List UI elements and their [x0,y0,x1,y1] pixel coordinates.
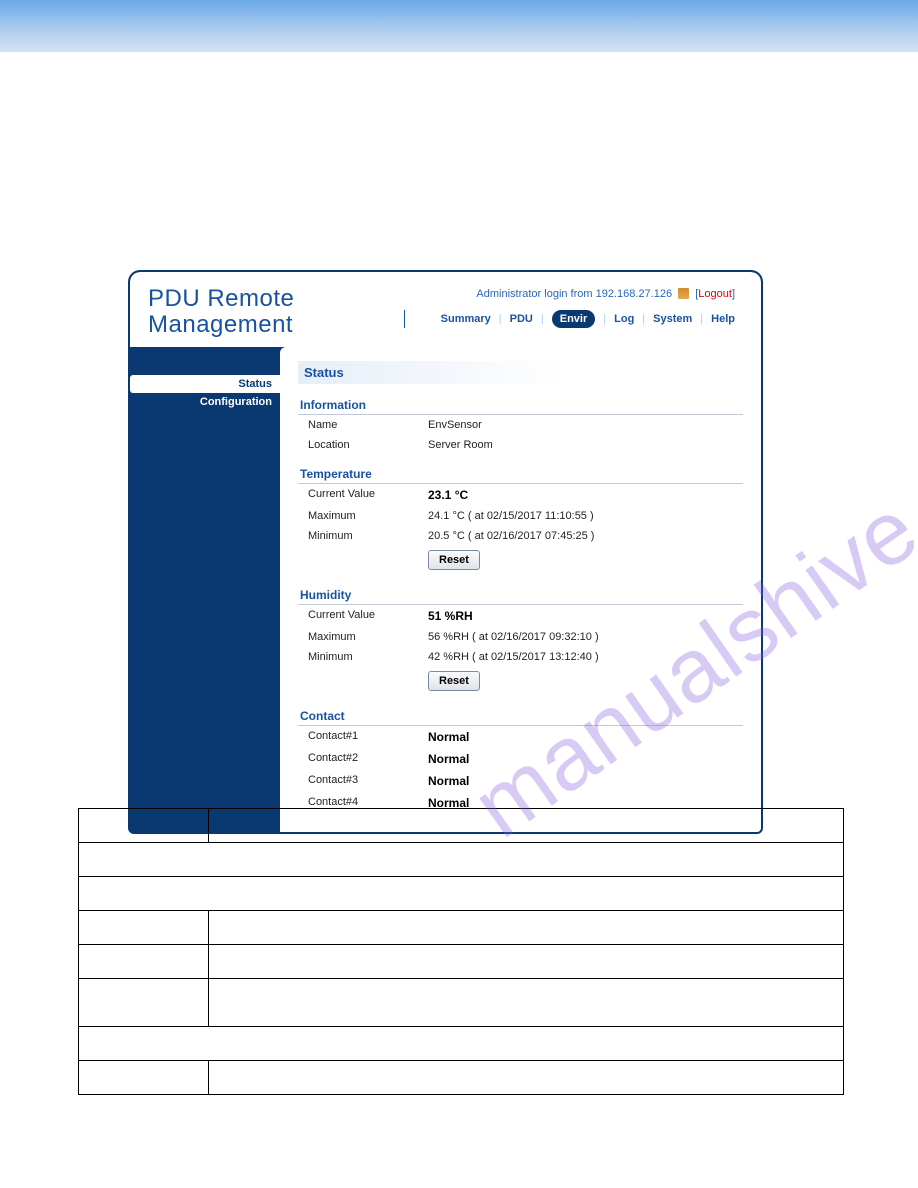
section-information: Information [298,390,743,415]
nav-sep: | [499,313,502,325]
top-nav: Summary | PDU | Envir | Log | System | H… [404,310,735,328]
body: Status Configuration Status Information … [130,347,761,832]
temp-reset-button[interactable]: Reset [428,550,480,570]
brand: PDU RemoteManagement [148,286,408,339]
label-contact-2: Contact#2 [308,752,428,766]
sidebar-configuration[interactable]: Configuration [130,393,280,411]
label-temp-max: Maximum [308,510,428,522]
nav-log[interactable]: Log [614,313,634,325]
row-contact-3: Contact#3 Normal [298,770,743,792]
row-hum-current: Current Value 51 %RH [298,605,743,627]
row-temp-max: Maximum 24.1 °C ( at 02/15/2017 11:10:55… [298,506,743,526]
row-temp-current: Current Value 23.1 °C [298,484,743,506]
sidebar-status[interactable]: Status [130,375,280,393]
nav-system[interactable]: System [653,313,692,325]
table-row [79,911,844,945]
label-contact-1: Contact#1 [308,730,428,744]
doc-table [78,808,844,1095]
value-hum-max: 56 %RH ( at 02/16/2017 09:32:10 ) [428,631,743,643]
nav-sep: | [541,313,544,325]
row-location: Location Server Room [298,435,743,455]
table-row [79,809,844,843]
table-row [79,843,844,877]
table-row [79,979,844,1027]
nav-sep: | [700,313,703,325]
label-temp-current: Current Value [308,488,428,502]
nav-sep: | [603,313,606,325]
value-name: EnvSensor [428,419,743,431]
home-icon [678,288,689,299]
nav-help[interactable]: Help [711,313,735,325]
value-location: Server Room [428,439,743,451]
temp-reset-row: Reset [298,546,743,576]
label-hum-max: Maximum [308,631,428,643]
header: PDU RemoteManagement Administrator login… [130,272,761,347]
row-hum-min: Minimum 42 %RH ( at 02/15/2017 13:12:40 … [298,647,743,667]
label-hum-current: Current Value [308,609,428,623]
top-banner [0,0,918,52]
value-contact-3: Normal [428,774,743,788]
logout-link[interactable]: Logout [698,288,732,300]
value-temp-max: 24.1 °C ( at 02/15/2017 11:10:55 ) [428,510,743,522]
login-line: Administrator login from 192.168.27.126 … [408,286,735,300]
nav-pdu[interactable]: PDU [510,313,533,325]
value-hum-current: 51 %RH [428,609,743,623]
nav-summary[interactable]: Summary [441,313,491,325]
value-temp-current: 23.1 °C [428,488,743,502]
login-ip: 192.168.27.126 [596,288,672,300]
section-humidity: Humidity [298,580,743,605]
brand-line2: Management [148,311,293,338]
content-panel: Status Information Name EnvSensor Locati… [280,347,761,832]
page-title: Status [298,361,743,384]
label-contact-3: Contact#3 [308,774,428,788]
value-contact-2: Normal [428,752,743,766]
value-temp-min: 20.5 °C ( at 02/16/2017 07:45:25 ) [428,530,743,542]
value-contact-1: Normal [428,730,743,744]
header-right: Administrator login from 192.168.27.126 … [408,286,743,339]
nav-sep: | [642,313,645,325]
value-hum-min: 42 %RH ( at 02/15/2017 13:12:40 ) [428,651,743,663]
row-hum-max: Maximum 56 %RH ( at 02/16/2017 09:32:10 … [298,627,743,647]
nav-envir[interactable]: Envir [552,310,596,328]
table-row [79,877,844,911]
app-window: PDU RemoteManagement Administrator login… [128,270,763,834]
row-contact-1: Contact#1 Normal [298,726,743,748]
brand-line1: PDU Remote [148,285,294,312]
table-row [79,1027,844,1061]
row-contact-2: Contact#2 Normal [298,748,743,770]
label-temp-min: Minimum [308,530,428,542]
label-location: Location [308,439,428,451]
sidebar: Status Configuration [130,347,280,832]
login-prefix: Administrator login from [476,288,595,300]
hum-reset-button[interactable]: Reset [428,671,480,691]
section-contact: Contact [298,701,743,726]
label-hum-min: Minimum [308,651,428,663]
hum-reset-row: Reset [298,667,743,697]
row-name: Name EnvSensor [298,415,743,435]
table-row [79,1061,844,1095]
table-row [79,945,844,979]
label-name: Name [308,419,428,431]
section-temperature: Temperature [298,459,743,484]
row-temp-min: Minimum 20.5 °C ( at 02/16/2017 07:45:25… [298,526,743,546]
